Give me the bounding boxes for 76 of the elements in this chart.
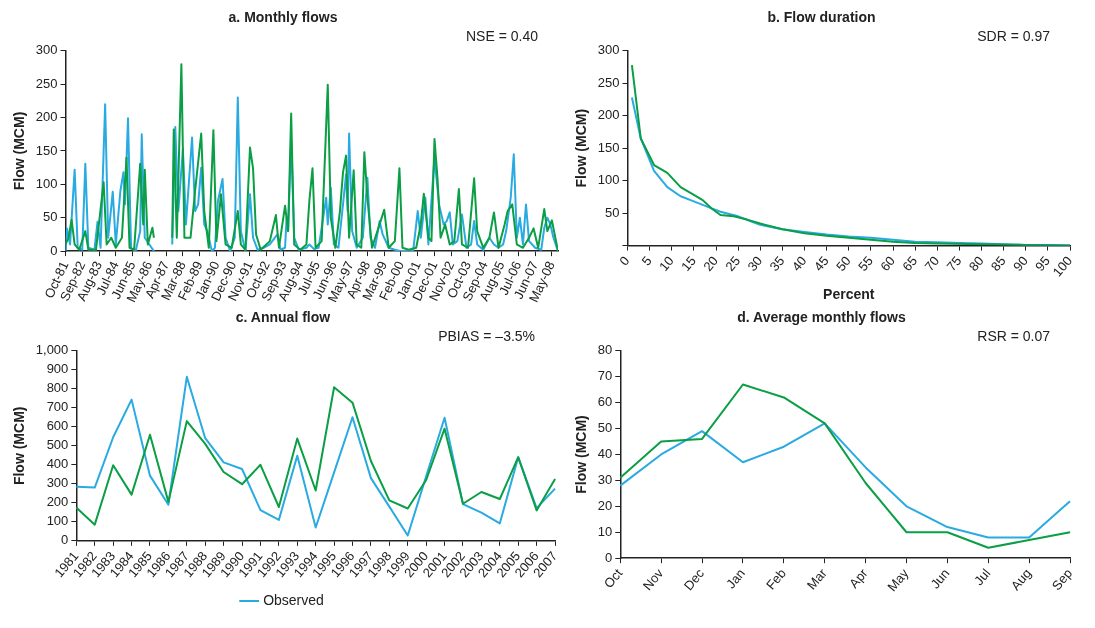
y-tick-label: 30 (597, 471, 613, 487)
y-tick-label: 0 (50, 242, 58, 258)
x-axis-title: Percent (823, 286, 875, 303)
y-axis-title: Flow (MCM) (573, 415, 590, 494)
x-tick-label: 60 (877, 253, 899, 274)
x-tick-label: Mar (803, 565, 831, 593)
x-tick-label: 20 (700, 253, 722, 274)
y-axis-title: Flow (MCM) (573, 108, 590, 188)
chart-title: d. Average monthly flows (737, 309, 906, 326)
x-tick-label: Oct (600, 565, 626, 591)
chart-title: c. Annual flow (235, 309, 331, 326)
y-tick-label: 250 (35, 75, 58, 91)
x-tick-label: Jun (927, 565, 953, 592)
x-tick-label: 80 (965, 253, 987, 274)
x-tick-label: 55 (855, 253, 876, 274)
y-tick-label: 20 (597, 497, 613, 513)
y-tick-label: 1,000 (35, 342, 69, 358)
text: RSR = 0.07 (977, 327, 1051, 344)
y-tick-label: 300 (35, 42, 58, 58)
x-tick-label: 0 (616, 253, 633, 269)
x-tick-label: 65 (899, 253, 921, 274)
y-axis-title: Flow (MCM) (11, 406, 28, 486)
x-tick-label: Nov (639, 565, 667, 594)
y-tick-label: 50 (597, 420, 613, 436)
text: SDR = 0.97 (977, 27, 1051, 44)
y-tick-label: 50 (43, 209, 58, 225)
y-tick-label: 100 (35, 175, 58, 191)
y-tick-label: 100 (597, 172, 620, 188)
y-tick-label: 40 (597, 446, 613, 462)
x-tick-label: 85 (987, 253, 1009, 274)
x-tick-label: 35 (766, 253, 788, 274)
x-tick-label: 45 (810, 253, 832, 274)
text: PBIAS = –3.5% (438, 327, 536, 344)
x-tick-label: 40 (788, 253, 810, 274)
x-tick-label: 15 (678, 253, 699, 274)
y-axis-title: Flow (MCM) (11, 111, 28, 191)
y-tick-label: 150 (597, 139, 620, 155)
y-tick-label: 0 (61, 532, 69, 548)
chart-title: a. Monthly flows (228, 9, 338, 26)
y-tick-label: 60 (597, 394, 613, 410)
x-tick-label: 70 (921, 253, 943, 274)
y-tick-label: 900 (46, 361, 69, 377)
legend-label: Observed (263, 591, 324, 608)
x-tick-label: 75 (943, 253, 965, 274)
x-tick-label: 5 (638, 253, 655, 269)
x-tick-label: Apr (846, 565, 872, 591)
x-tick-label: Jul (971, 565, 994, 589)
y-tick-label: 300 (46, 475, 69, 491)
y-tick-label: 400 (46, 456, 69, 472)
x-tick-label: Dec (680, 565, 708, 594)
x-tick-label: 30 (744, 253, 766, 274)
y-tick-label: 200 (46, 494, 69, 510)
y-tick-label: 700 (46, 399, 69, 415)
y-tick-label: 200 (35, 109, 58, 125)
y-tick-label: 300 (597, 42, 620, 58)
y-tick-label: 150 (35, 142, 58, 158)
x-tick-label: 50 (833, 253, 854, 274)
y-tick-label: 200 (597, 107, 620, 123)
x-tick-label: 90 (1010, 253, 1031, 274)
y-tick-label: 600 (46, 418, 69, 434)
chart-title: b. Flow duration (767, 9, 876, 26)
y-tick-label: 500 (46, 437, 69, 453)
x-tick-label: 25 (722, 253, 744, 274)
x-tick-label: Jan (723, 565, 748, 592)
text: NSE = 0.40 (466, 27, 539, 44)
x-tick-label: 10 (656, 253, 677, 274)
x-tick-label: Aug (1007, 565, 1035, 594)
y-tick-label: 50 (605, 204, 620, 220)
y-tick-label: 80 (597, 342, 613, 358)
y-tick-label: 800 (46, 380, 69, 396)
y-tick-label: 250 (597, 74, 620, 90)
y-tick-label: 100 (46, 513, 69, 529)
y-tick-label: 70 (597, 368, 613, 384)
x-tick-label: Sep (1048, 565, 1076, 594)
y-tick-label: 10 (597, 523, 613, 539)
x-tick-label: Feb (762, 565, 789, 593)
